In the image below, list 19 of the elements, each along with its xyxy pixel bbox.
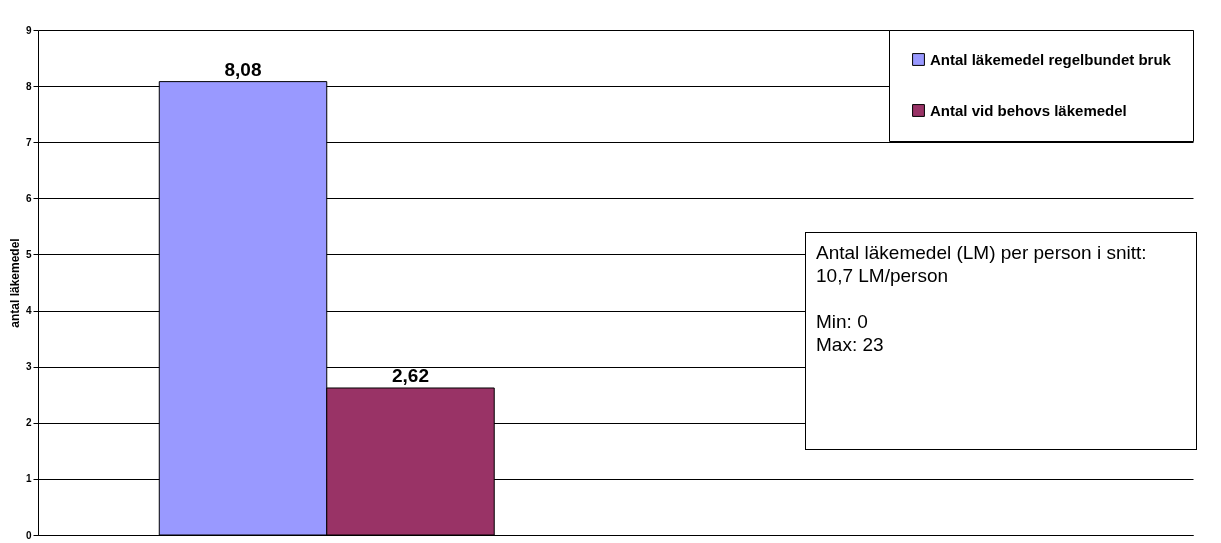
y-tick-label: 3	[25, 361, 32, 373]
legend-label: Antal vid behovs läkemedel	[930, 101, 1127, 119]
y-tick-label: 9	[25, 24, 32, 36]
annotation: Max: 23	[816, 333, 885, 356]
text-box: Antal läkemedel (LM) per person i snitt: 10,7 LM/person Min: 0 Max: 23	[805, 232, 1197, 450]
data-label: 2,62	[392, 364, 429, 386]
data-label: 8,08	[224, 58, 262, 80]
annotation: Antal läkemedel (LM) per person i snitt: 10,7 LM/person	[816, 241, 1148, 287]
y-tick-label: 7	[25, 136, 32, 148]
legend-label: Antal läkemedel regelbundet bruk	[930, 50, 1172, 68]
y-tick-label: 4	[25, 305, 32, 317]
y-tick-label: 0	[25, 529, 32, 541]
annotation: Min: 0	[816, 310, 869, 333]
y-axis-title: antal läkemedel	[7, 238, 22, 328]
y-tick-label: 1	[25, 473, 32, 485]
y-tick-label: 2	[25, 417, 32, 429]
y-tick-label: 5	[25, 248, 32, 260]
y-tick-label: 8	[25, 80, 32, 92]
y-tick-label: 6	[25, 192, 32, 204]
